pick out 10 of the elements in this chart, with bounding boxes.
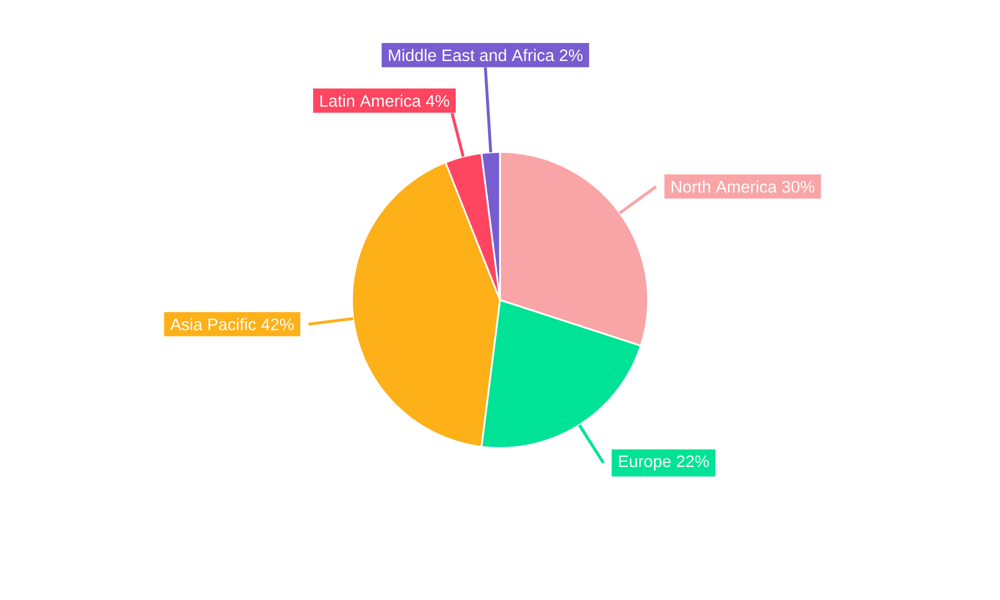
slice-label: North America (672, 180, 777, 193)
data-label: 4% (426, 95, 450, 107)
slice-label: Latin America (320, 94, 421, 107)
data-label: 22% (676, 455, 709, 468)
slice-label: Europe (619, 456, 671, 470)
data-label: 2% (560, 49, 583, 62)
slice-label: Asia Pacific (170, 318, 256, 330)
data-label: 30% (782, 180, 814, 193)
data-label: 42% (261, 318, 294, 330)
slice-label: Middle East and Africa (389, 48, 554, 62)
